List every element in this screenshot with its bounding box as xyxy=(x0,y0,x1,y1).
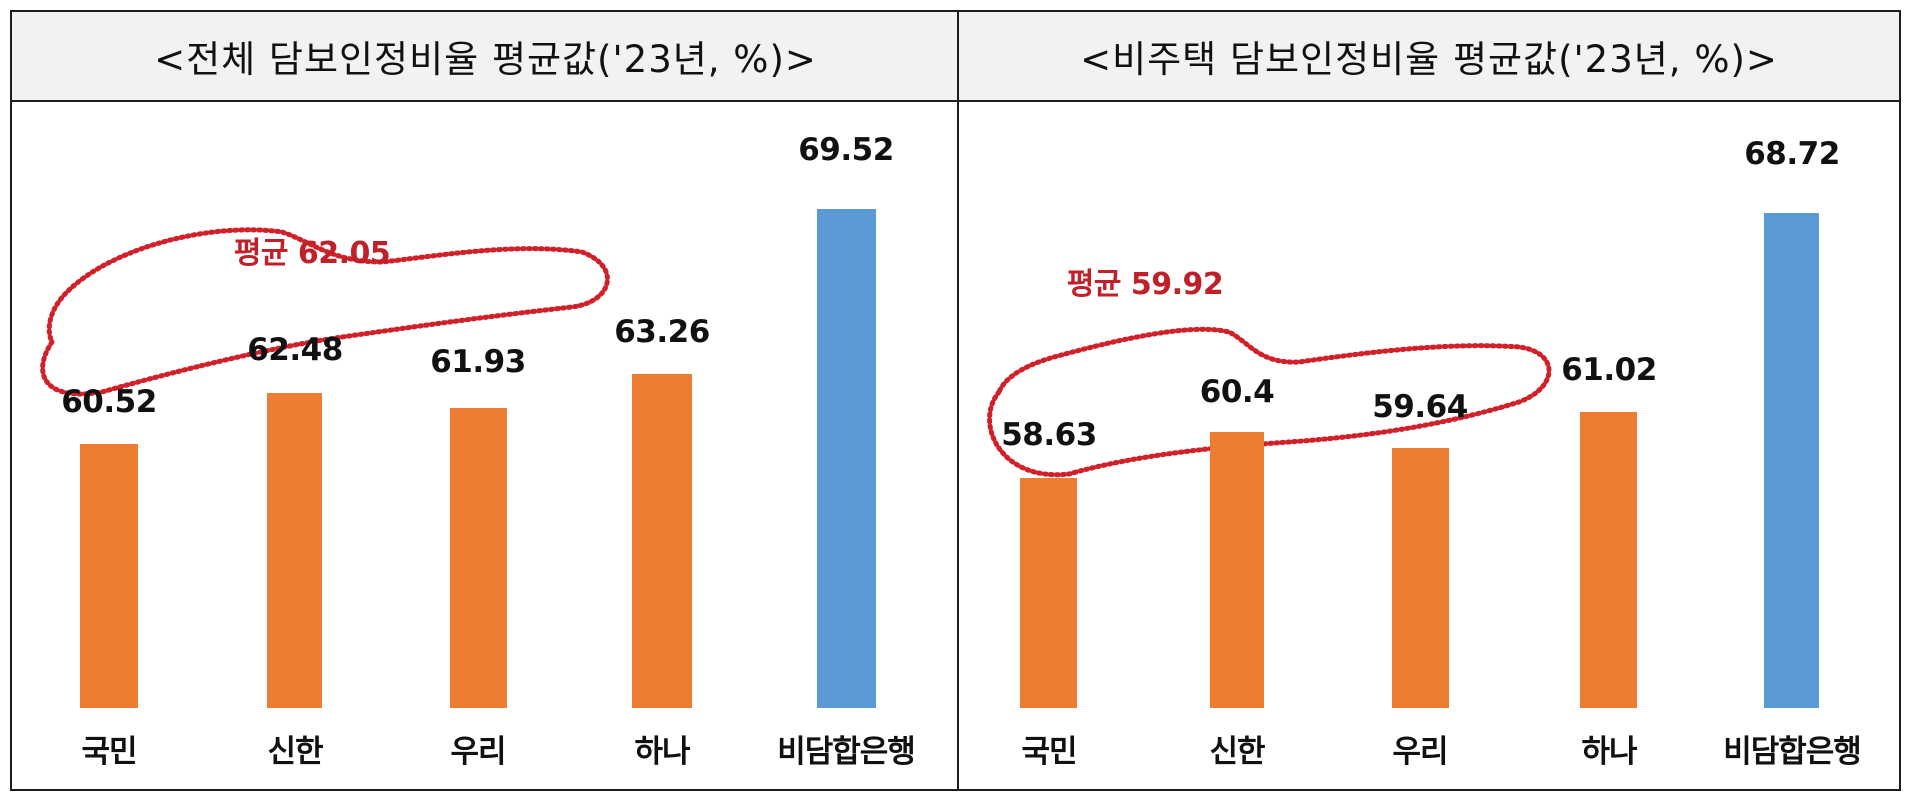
category-label-woori: 우리 xyxy=(450,734,506,770)
category-label-shinhan: 신한 xyxy=(1209,734,1265,770)
value-label-kookmin: 58.63 xyxy=(1001,417,1097,453)
category-label-hana: 하나 xyxy=(634,734,690,770)
average-label: 평균 62.05 xyxy=(233,236,391,271)
bar-hana xyxy=(632,374,692,708)
category-label-hana: 하나 xyxy=(1581,734,1637,770)
panel-divider xyxy=(957,12,959,789)
category-label-kookmin: 국민 xyxy=(81,734,137,770)
bar-woori xyxy=(1392,448,1449,708)
bar-kookmin xyxy=(1020,478,1077,708)
category-label-non-collusion-banks: 비담합은행 xyxy=(777,734,916,770)
non-housing-ltv-chart: 평균 59.92 58.63 국민 60.4 신한 59.64 우리 61.02… xyxy=(959,102,1899,789)
category-label-woori: 우리 xyxy=(1392,734,1448,770)
value-label-non-collusion-banks: 69.52 xyxy=(798,132,894,168)
bar-kookmin xyxy=(80,444,138,708)
value-label-shinhan: 60.4 xyxy=(1199,374,1275,410)
bar-non-collusion-banks xyxy=(817,209,876,708)
chart-figure-frame: <전체 담보인정비율 평균값('23년, %)> <비주택 담보인정비율 평균값… xyxy=(10,10,1901,791)
category-label-non-collusion-banks: 비담합은행 xyxy=(1723,734,1862,770)
total-ltv-chart: 평균 62.05 60.52 국민 62.48 신한 61.93 우리 63.2… xyxy=(12,102,957,789)
bar-woori xyxy=(450,408,507,708)
value-label-woori: 59.64 xyxy=(1372,389,1468,425)
category-label-shinhan: 신한 xyxy=(267,734,323,770)
value-label-shinhan: 62.48 xyxy=(247,332,343,368)
bar-hana xyxy=(1580,412,1637,708)
bar-non-collusion-banks xyxy=(1764,213,1819,708)
category-label-kookmin: 국민 xyxy=(1021,734,1077,770)
right-chart-title: <비주택 담보인정비율 평균값('23년, %)> xyxy=(959,12,1899,102)
average-label: 평균 59.92 xyxy=(1066,267,1224,302)
value-label-kookmin: 60.52 xyxy=(61,384,157,420)
bar-shinhan xyxy=(267,393,322,708)
value-label-woori: 61.93 xyxy=(430,344,526,380)
value-label-hana: 63.26 xyxy=(614,314,710,350)
value-label-non-collusion-banks: 68.72 xyxy=(1744,136,1840,172)
bar-shinhan xyxy=(1210,432,1264,708)
left-chart-title: <전체 담보인정비율 평균값('23년, %)> xyxy=(12,12,959,102)
value-label-hana: 61.02 xyxy=(1561,352,1657,388)
